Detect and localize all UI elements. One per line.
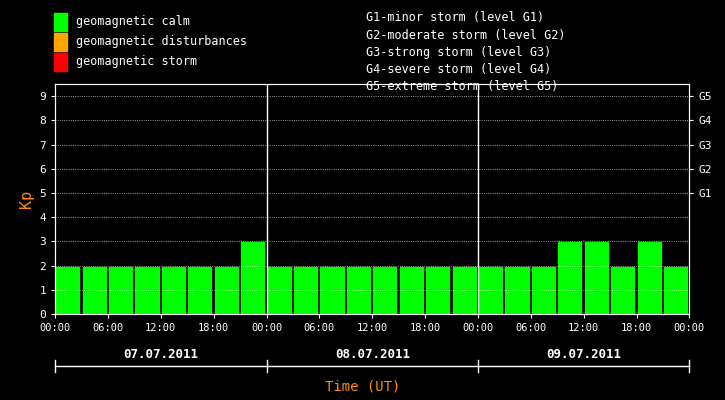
Text: 08.07.2011: 08.07.2011 bbox=[335, 348, 410, 360]
Bar bbox=[187, 266, 212, 314]
Bar bbox=[214, 266, 239, 314]
Y-axis label: Kp: Kp bbox=[19, 190, 34, 208]
Text: G3-strong storm (level G3): G3-strong storm (level G3) bbox=[366, 46, 552, 59]
Bar bbox=[267, 266, 291, 314]
Text: G1-minor storm (level G1): G1-minor storm (level G1) bbox=[366, 12, 544, 24]
Bar bbox=[293, 266, 318, 314]
Text: geomagnetic calm: geomagnetic calm bbox=[76, 16, 190, 28]
Bar bbox=[55, 266, 80, 314]
Bar bbox=[346, 266, 371, 314]
Text: G5-extreme storm (level G5): G5-extreme storm (level G5) bbox=[366, 80, 558, 93]
Bar bbox=[505, 266, 529, 314]
Bar bbox=[161, 266, 186, 314]
Bar bbox=[320, 266, 344, 314]
Bar bbox=[81, 266, 107, 314]
Bar bbox=[134, 266, 160, 314]
Bar bbox=[373, 266, 397, 314]
Text: geomagnetic disturbances: geomagnetic disturbances bbox=[76, 36, 247, 48]
Bar bbox=[531, 266, 556, 314]
Text: 09.07.2011: 09.07.2011 bbox=[546, 348, 621, 360]
Bar bbox=[558, 241, 582, 314]
Bar bbox=[663, 266, 688, 314]
Bar bbox=[108, 266, 133, 314]
Text: 07.07.2011: 07.07.2011 bbox=[123, 348, 199, 360]
Bar bbox=[425, 266, 450, 314]
Text: G4-severe storm (level G4): G4-severe storm (level G4) bbox=[366, 63, 552, 76]
Bar bbox=[452, 266, 477, 314]
Text: G2-moderate storm (level G2): G2-moderate storm (level G2) bbox=[366, 29, 566, 42]
Text: geomagnetic storm: geomagnetic storm bbox=[76, 56, 197, 68]
Bar bbox=[478, 266, 503, 314]
Bar bbox=[240, 241, 265, 314]
Bar bbox=[399, 266, 424, 314]
Text: Time (UT): Time (UT) bbox=[325, 379, 400, 393]
Bar bbox=[637, 241, 662, 314]
Bar bbox=[610, 266, 635, 314]
Bar bbox=[584, 241, 609, 314]
